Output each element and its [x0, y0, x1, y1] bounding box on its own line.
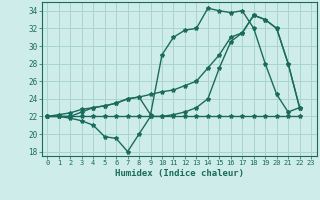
X-axis label: Humidex (Indice chaleur): Humidex (Indice chaleur) [115, 169, 244, 178]
